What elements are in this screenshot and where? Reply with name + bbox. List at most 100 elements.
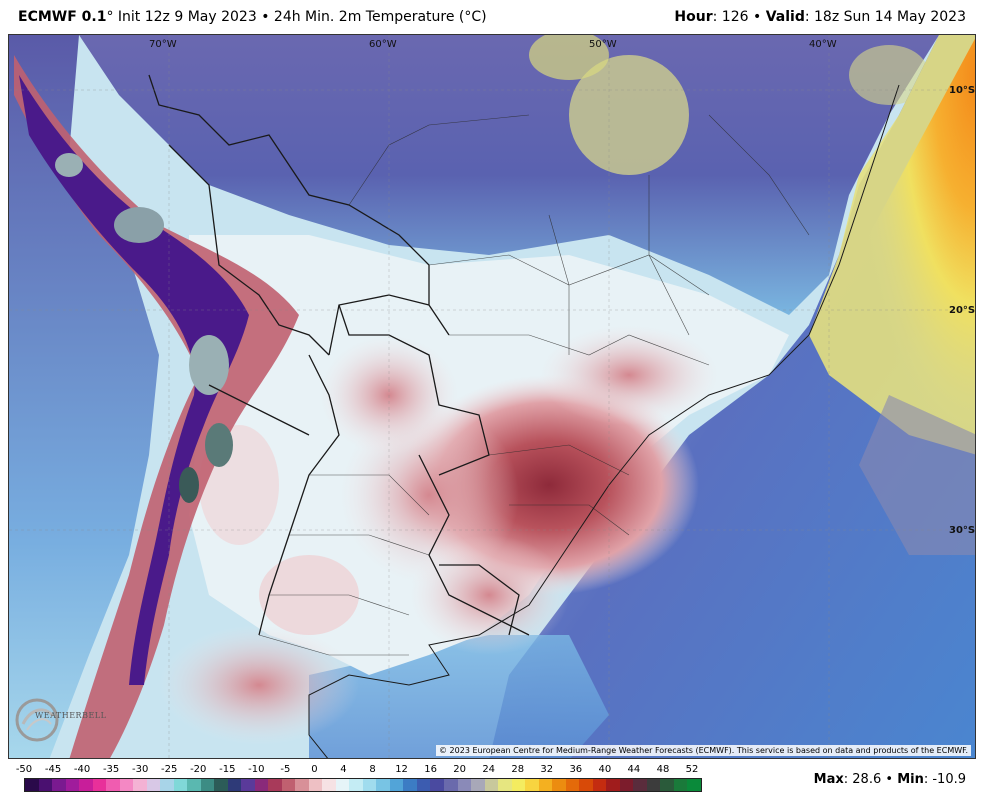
legend-tick-label: 8: [369, 764, 376, 775]
legend-swatch: [525, 779, 539, 791]
forecast-time: Hour: 126 • Valid: 18z Sun 14 May 2023: [674, 0, 966, 34]
legend-swatch: [173, 779, 188, 791]
coastline: [308, 84, 900, 758]
legend-swatch: [484, 779, 499, 791]
legend-swatch: [552, 779, 566, 791]
legend-swatch: [322, 779, 336, 791]
legend-tick-label: 44: [627, 764, 641, 775]
attribution-text: © 2023 European Centre for Medium-Range …: [436, 745, 971, 756]
separator: •: [261, 9, 270, 25]
max-value: : 28.6: [843, 772, 882, 787]
legend-tick-label: 24: [482, 764, 496, 775]
legend-swatch: [511, 779, 526, 791]
legend-tick-label: -30: [132, 764, 149, 775]
legend-swatch: [538, 779, 553, 791]
separator: •: [752, 9, 762, 25]
latitude-labels: 10°S 20°S 30°S: [949, 85, 975, 536]
legend-tick-label: 0: [311, 764, 318, 775]
legend-swatch: [200, 779, 215, 791]
legend-swatch: [592, 779, 607, 791]
legend-swatch: [565, 779, 580, 791]
legend-swatch: [619, 779, 634, 791]
temperature-map[interactable]: 70°W 60°W 50°W 40°W 10°S 20°S 30°S WEATH…: [8, 34, 976, 759]
separator: •: [885, 772, 894, 787]
legend-tick-label: -45: [44, 764, 62, 775]
legend-swatch: [498, 779, 512, 791]
longitude-labels: 70°W 60°W 50°W 40°W: [149, 39, 837, 50]
legend-swatch: [160, 779, 174, 791]
legend-swatch: [443, 779, 458, 791]
state-borders: [258, 114, 810, 656]
legend-swatch: [376, 779, 390, 791]
legend-tick-label: -5: [280, 764, 291, 775]
legend-swatch: [241, 779, 255, 791]
pacific-ocean: [9, 35, 159, 758]
legend-swatch: [471, 779, 485, 791]
init-time: Init 12z 9 May 2023: [117, 9, 257, 25]
legend-tick-label: 48: [656, 764, 670, 775]
legend-swatch: [92, 779, 107, 791]
map-header: ECMWF 0.1° Init 12z 9 May 2023 • 24h Min…: [0, 0, 984, 34]
valid-label: Valid: [765, 9, 805, 25]
legend-tick-label: 12: [395, 764, 408, 775]
valid-value: : 18z Sun 14 May 2023: [804, 9, 966, 25]
legend-swatch: [673, 779, 688, 791]
legend-tick-label: 4: [340, 764, 347, 775]
lon-label: 60°W: [369, 39, 397, 50]
legend-swatch: [187, 779, 201, 791]
min-value: : -10.9: [923, 772, 966, 787]
legend-swatch: [281, 779, 296, 791]
legend-swatch: [38, 779, 53, 791]
legend-tick-label: -25: [161, 764, 178, 775]
northern-cool-zone: [79, 35, 939, 315]
legend-tick-label: 52: [685, 764, 699, 775]
legend-swatch: [295, 779, 309, 791]
legend-tick-label: 16: [424, 764, 437, 775]
legend-tick-label: -35: [102, 764, 120, 775]
legend-swatch: [660, 779, 674, 791]
hour-value: : 126: [712, 9, 749, 25]
degree-mark: °: [106, 9, 114, 25]
lon-label: 50°W: [589, 39, 617, 50]
legend-swatch: [687, 779, 701, 791]
legend-swatch: [633, 779, 647, 791]
legend-tick-label: 20: [453, 764, 467, 775]
legend-swatch: [362, 779, 377, 791]
legend-tick-label: -10: [248, 764, 265, 775]
legend-swatch: [146, 779, 161, 791]
legend-swatch: [268, 779, 282, 791]
legend-swatch: [308, 779, 323, 791]
product-title: ECMWF 0.1° Init 12z 9 May 2023 • 24h Min…: [18, 0, 487, 34]
legend-swatch: [52, 779, 66, 791]
model-name: ECMWF 0.1: [18, 9, 107, 25]
legend-swatch: [335, 779, 350, 791]
product-name: 24h Min. 2m Temperature (°C): [273, 9, 487, 25]
legend-swatch: [416, 779, 431, 791]
legend-tick-label: 32: [540, 764, 554, 775]
legend-swatch: [227, 779, 242, 791]
legend-swatch: [65, 779, 80, 791]
legend-swatch: [214, 779, 228, 791]
hour-label: Hour: [674, 9, 713, 25]
legend-swatch: [579, 779, 593, 791]
legend-tick-label: 36: [569, 764, 583, 775]
country-borders: [148, 74, 530, 636]
lon-label: 40°W: [809, 39, 837, 50]
max-min-stats: Max: 28.6 • Min: -10.9: [814, 772, 966, 787]
legend-tick-label: 40: [598, 764, 612, 775]
legend-swatch: [106, 779, 120, 791]
graticule: [9, 35, 975, 758]
legend-tick-label: 28: [511, 764, 525, 775]
legend-swatch: [430, 779, 444, 791]
legend-swatch: [119, 779, 134, 791]
legend-swatch: [25, 779, 39, 791]
temperature-legend: -50 -45 -40 -35 -30 -25 -20 -15 -10 -5 0 4 8 12 16 20 24…: [14, 764, 704, 804]
lon-label: 70°W: [149, 39, 177, 50]
legend-swatch: [79, 779, 93, 791]
legend-tick-label: -15: [219, 764, 236, 775]
lat-label: 20°S: [949, 305, 975, 316]
lat-label: 10°S: [949, 85, 975, 96]
legend-swatch: [254, 779, 269, 791]
legend-tick-label: -40: [73, 764, 91, 775]
lat-label: 30°S: [949, 525, 975, 536]
